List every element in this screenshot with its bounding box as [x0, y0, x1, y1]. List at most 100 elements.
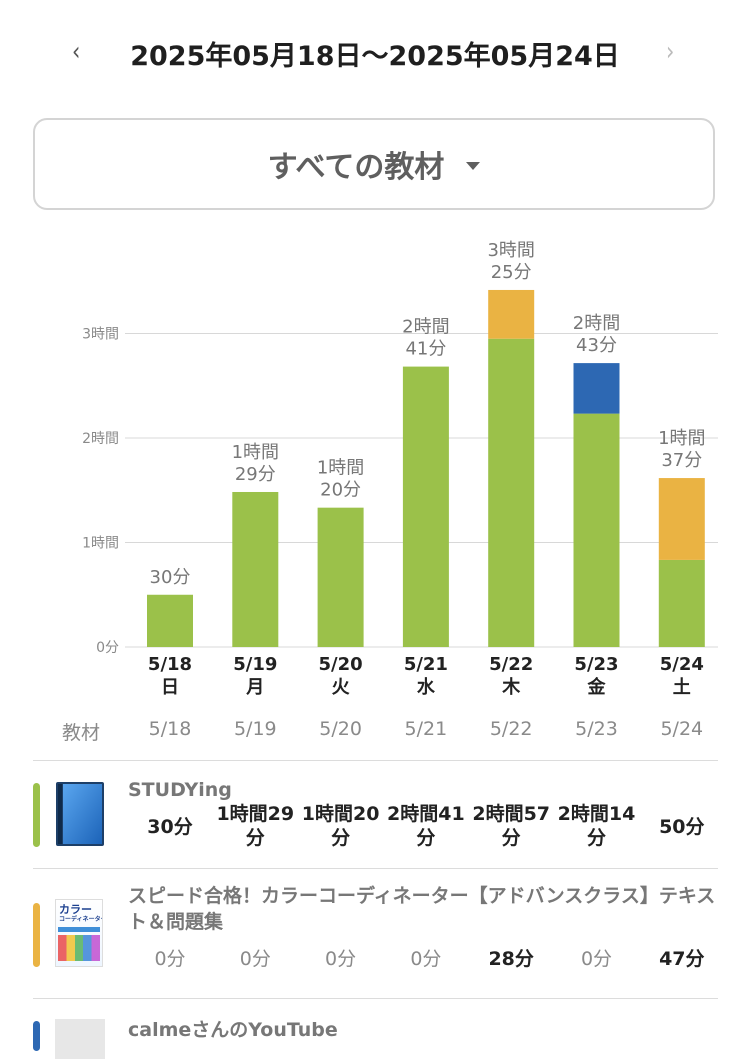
- bar-segment: [573, 363, 620, 414]
- x-weekday-label: 金: [587, 676, 607, 698]
- time-value-cell: 50分: [642, 815, 722, 839]
- x-date-label: 5/24: [660, 654, 704, 675]
- bar-segment: [488, 338, 535, 647]
- bar-total-label: 3時間: [487, 240, 534, 261]
- book-cover-image: カラー コーディネーター: [55, 899, 103, 967]
- time-value-cell: 2時間57 分: [471, 802, 551, 850]
- time-value-cell: 0分: [301, 947, 381, 971]
- x-weekday-label: 日: [161, 677, 179, 698]
- time-value-line: 0分: [410, 948, 442, 970]
- time-value-line: 2時間14: [557, 803, 636, 825]
- time-value-cell: 2時間14 分: [557, 802, 637, 850]
- x-weekday-label: 水: [417, 676, 436, 698]
- next-week-button[interactable]: ›: [650, 30, 690, 74]
- time-value-line: 分: [245, 827, 265, 849]
- bar-total-label: 43分: [576, 335, 617, 356]
- y-tick-label: 0分: [96, 640, 119, 656]
- prev-week-button[interactable]: ‹: [56, 30, 96, 74]
- material-row[interactable]: STUDYing 30分 1時間29 分 1時間20 分 2時間41 分 2時間57 分 2時間14…: [0, 761, 750, 869]
- time-value-line: 47分: [659, 948, 705, 970]
- time-value-cell: 28分: [471, 947, 551, 971]
- date-column-header: 5/23: [575, 718, 618, 740]
- book-cover-subtitle: コーディネーター: [59, 916, 103, 923]
- row-color-marker: [33, 783, 40, 847]
- time-value-line: 0分: [580, 948, 613, 970]
- x-date-label: 5/19: [233, 654, 277, 675]
- time-value-line: 分: [416, 827, 436, 849]
- chevron-right-icon: ›: [665, 37, 675, 67]
- material-filter-dropdown[interactable]: すべての教材: [33, 118, 715, 210]
- time-value-line: 30分: [147, 816, 193, 838]
- time-value-cell: 0分: [557, 947, 637, 971]
- blue-book-icon: [55, 781, 105, 847]
- material-row[interactable]: カラー コーディネーター スピード合格！カラーコーディネーター【アドバンスクラス】テ…: [0, 869, 750, 999]
- time-value-cell: 30分: [130, 815, 210, 839]
- bar-total-label: 2時間: [573, 313, 620, 334]
- bar-total-label: 20分: [320, 480, 361, 501]
- time-value-line: 0分: [239, 948, 271, 970]
- bar-total-label: 37分: [661, 450, 702, 471]
- x-weekday-label: 土: [673, 677, 691, 698]
- material-title: スピード合格！カラーコーディネーター【アドバンスクラス】テキスト＆問題集: [128, 885, 716, 933]
- time-value-cell: 47分: [642, 947, 722, 971]
- time-value-line: 1時間20: [301, 803, 380, 825]
- filter-label: すべての教材: [267, 150, 445, 185]
- book-thumbnail: [55, 1019, 105, 1059]
- date-column-header: 5/22: [489, 718, 533, 740]
- y-tick-label: 3時間: [82, 327, 119, 343]
- time-value-line: 2時間57: [472, 803, 551, 825]
- time-value-line: 1時間29: [216, 803, 295, 825]
- time-value-line: 50分: [659, 816, 705, 838]
- time-value-line: 28分: [488, 948, 534, 970]
- bar-total-label: 30分: [150, 567, 191, 588]
- date-column-header: 5/24: [660, 718, 704, 740]
- time-value-line: 0分: [325, 948, 357, 970]
- row-color-marker: [33, 903, 40, 967]
- bar-segment: [658, 559, 705, 647]
- row-divider: [33, 868, 718, 869]
- bar-total-label: 1時間: [232, 442, 279, 463]
- book-cover-title: カラー: [59, 903, 92, 916]
- x-weekday-label: 月: [245, 677, 264, 698]
- bar-segment: [232, 491, 279, 647]
- time-value-line: 分: [586, 827, 606, 849]
- time-value-line: 分: [331, 827, 351, 849]
- material-title: calmeさんのYouTube: [128, 1019, 338, 1041]
- date-column-header: 5/18: [148, 718, 192, 740]
- time-value-cell: 1時間20 分: [301, 802, 381, 850]
- bar-segment: [573, 413, 620, 647]
- time-value-cell: 0分: [215, 947, 295, 971]
- bar-total-label: 1時間: [317, 458, 364, 479]
- time-value-cell: 0分: [386, 947, 466, 971]
- date-column-header: 5/19: [233, 718, 277, 740]
- time-value-line: 分: [501, 827, 521, 849]
- row-divider: [33, 998, 718, 999]
- y-tick-label: 1時間: [82, 536, 119, 552]
- book-cover-art: [58, 935, 100, 961]
- bar-total-label: 25分: [491, 262, 532, 283]
- study-time-chart: 0分1時間2時間3時間30分5/18日1時間29分5/19月1時間20分5/20…: [82, 240, 718, 698]
- caret-down-icon: [466, 162, 481, 170]
- bar-segment: [658, 478, 705, 560]
- x-date-label: 5/23: [574, 654, 618, 675]
- x-date-label: 5/21: [404, 654, 448, 675]
- material-row[interactable]: calmeさんのYouTube: [0, 999, 750, 1059]
- date-column-header: 5/21: [404, 718, 448, 740]
- bar-segment: [317, 507, 364, 647]
- date-column-header: 5/20: [319, 718, 362, 740]
- bar-total-label: 29分: [235, 464, 276, 485]
- time-value-line: 2時間41: [387, 803, 465, 825]
- bar-total-label: 1時間: [658, 428, 705, 449]
- time-value-cell: 1時間29 分: [215, 802, 295, 850]
- bar-segment: [147, 594, 193, 647]
- chevron-left-icon: ‹: [71, 37, 81, 67]
- x-date-label: 5/20: [319, 654, 363, 675]
- table-header: 教材 5/18 5/19 5/20 5/21 5/22 5/23 5/24: [0, 718, 750, 758]
- row-divider: [33, 760, 718, 761]
- bar-segment: [402, 366, 449, 647]
- material-column-header: 教材: [61, 722, 100, 744]
- bar-total-label: 41分: [405, 339, 446, 360]
- bar-segment: [488, 289, 535, 339]
- time-value-line: 0分: [154, 948, 186, 970]
- time-value-cell: 0分: [130, 947, 210, 971]
